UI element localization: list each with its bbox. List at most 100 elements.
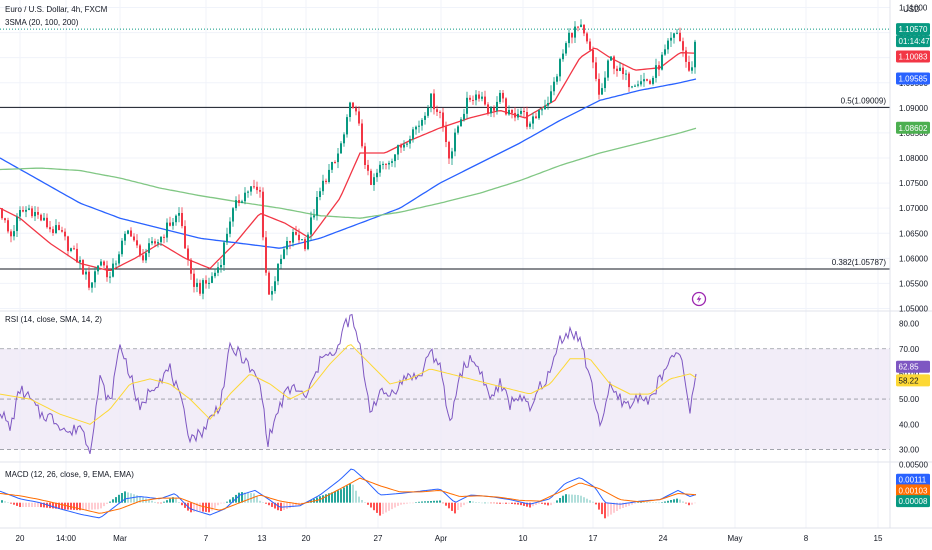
candle-body (586, 33, 588, 42)
macd-histogram-bar (601, 502, 603, 515)
time-axis[interactable]: 20 14:00 Mar 7 13 20 27 Apr 10 17 24 May 8 15 (0, 527, 932, 543)
macd-histogram-bar (625, 502, 627, 507)
candle-body (76, 248, 78, 263)
candle-body (268, 272, 270, 295)
candle-body (325, 180, 327, 182)
candle-body (4, 218, 6, 221)
rsi-title[interactable]: RSI (14, close, SMA, 14, 2) (5, 315, 102, 324)
candle-body (166, 222, 168, 238)
candle-body (514, 112, 516, 118)
macd-histogram-bar (37, 502, 39, 507)
macd-histogram-bar (103, 502, 105, 507)
x-tick-label: 17 (589, 534, 598, 543)
macd-histogram-bar (691, 502, 693, 505)
macd-histogram-bar (490, 502, 492, 504)
macd-title[interactable]: MACD (12, 26, close, 9, EMA, EMA) (5, 470, 134, 479)
candle-body (436, 109, 438, 112)
macd-pane[interactable] (0, 468, 697, 519)
candle-body (73, 248, 75, 250)
macd-line-macd (0, 468, 697, 519)
macd-histogram-bar (184, 502, 186, 508)
value-tag: 0.00008 (896, 495, 930, 508)
candle-body (247, 191, 249, 193)
value-tag: 1.10570 (896, 23, 930, 36)
candle-body (541, 109, 543, 111)
value-tag: 1.09585 (896, 72, 930, 85)
macd-histogram-bar (529, 502, 531, 508)
candle-body (328, 169, 330, 182)
price-pane[interactable]: 0.5(1.09009) 0.382(1.05787) (0, 19, 890, 307)
candle-body (136, 240, 138, 246)
candle-body (37, 212, 39, 215)
macd-histogram-bar (631, 502, 633, 505)
macd-histogram-bar (685, 502, 687, 504)
candle-body (631, 86, 633, 88)
macd-histogram-bar (574, 494, 576, 503)
candle-body (283, 249, 285, 259)
candle-body (385, 163, 387, 165)
macd-histogram-bar (460, 502, 462, 508)
candle-body (646, 79, 648, 81)
sma-indicator-title[interactable]: 3SMA (20, 100, 200) (5, 18, 79, 27)
macd-histogram-bar (262, 502, 264, 503)
macd-histogram-bar (418, 501, 420, 503)
value-tag-text: 0.00008 (899, 497, 928, 506)
candle-body (439, 111, 441, 113)
currency-label: USD (903, 5, 920, 14)
rsi-pane[interactable] (0, 313, 890, 455)
macd-histogram-bar (175, 497, 177, 503)
candle-body (463, 113, 465, 120)
macd-histogram-bar (517, 502, 519, 505)
candle-body (490, 107, 492, 114)
symbol-title[interactable]: Euro / U.S. Dollar, 4h, FXCM (5, 5, 108, 14)
candle-body (301, 239, 303, 241)
candle-body (82, 260, 84, 275)
macd-histogram-bar (289, 502, 291, 509)
x-tick-label: 7 (204, 534, 209, 543)
macd-histogram-bar (256, 496, 258, 503)
macd-tick-label: 0.00500 (899, 460, 928, 469)
candle-body (481, 96, 483, 99)
candle-body (526, 112, 528, 127)
macd-histogram-bar (172, 497, 174, 503)
macd-histogram-bar (565, 494, 567, 503)
sma-line-sma-200 (0, 127, 697, 219)
candle-body (277, 263, 279, 282)
macd-histogram-bar (358, 496, 360, 503)
candle-body (613, 56, 615, 69)
price-tick-label: 1.07500 (899, 179, 928, 188)
candle-body (349, 102, 351, 117)
macd-histogram-bar (259, 500, 261, 503)
sma-line-sma-100 (0, 78, 697, 249)
price-scale[interactable]: USD 1.110001.105001.100001.095001.090001… (889, 0, 931, 528)
candle-body (106, 265, 108, 278)
candle-body (634, 85, 636, 87)
candle-body (244, 192, 246, 202)
candle-body (316, 197, 318, 216)
macd-histogram-bar (109, 501, 111, 503)
flash-icon[interactable] (691, 291, 707, 307)
value-tag: 1.10083 (896, 50, 930, 63)
candle-body (85, 271, 87, 275)
macd-histogram-bar (622, 502, 624, 508)
candle-body (265, 237, 267, 273)
macd-histogram-bar (334, 491, 336, 503)
candle-body (655, 65, 657, 78)
candle-body (523, 110, 525, 112)
value-tag-text: 01:14:47 (899, 37, 931, 46)
candle-body (361, 123, 363, 147)
macd-histogram-bar (577, 495, 579, 503)
candle-body (232, 208, 234, 222)
candle-body (670, 37, 672, 41)
candle-body (64, 231, 66, 237)
x-tick-label: Apr (435, 534, 448, 543)
macd-histogram-bar (502, 502, 504, 504)
macd-histogram-bar (226, 501, 228, 503)
candle-body (223, 242, 225, 265)
macd-histogram-bar (379, 502, 381, 516)
price-tick-label: 1.05000 (899, 305, 928, 314)
candle-body (466, 97, 468, 114)
value-tag-text: 1.08602 (899, 124, 928, 133)
candle-body (400, 145, 402, 148)
